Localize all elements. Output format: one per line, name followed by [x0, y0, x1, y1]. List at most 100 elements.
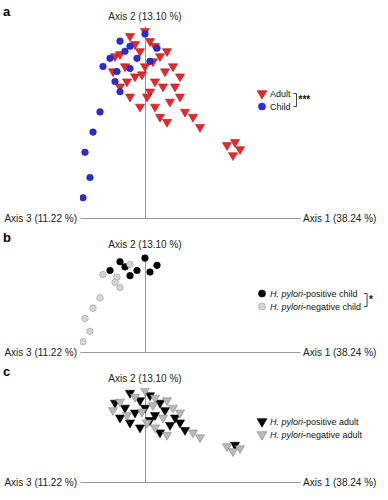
point: [108, 408, 117, 416]
point: [115, 415, 124, 423]
point: [134, 267, 141, 274]
point: [175, 94, 184, 102]
x-axis-line: [81, 482, 301, 483]
point: [165, 422, 174, 430]
panel: aAxis 2 (13.10 %)Axis 3 (11.22 %)Axis 1 …: [3, 4, 376, 224]
figure: aAxis 2 (13.10 %)Axis 3 (11.22 %)Axis 1 …: [0, 0, 388, 500]
point: [168, 64, 177, 72]
point: [150, 79, 159, 87]
point: [230, 140, 239, 148]
point: [188, 114, 197, 122]
legend-label: H. pylori-negative child: [270, 302, 361, 312]
point: [130, 410, 139, 418]
point: [140, 388, 149, 396]
point: [127, 272, 134, 279]
point: [117, 38, 124, 45]
point: [80, 338, 86, 345]
point: [150, 104, 159, 112]
point: [140, 64, 149, 72]
point: [112, 78, 119, 85]
point: [154, 45, 161, 52]
y-axis: [145, 27, 146, 219]
point: [80, 194, 86, 201]
point: [137, 409, 146, 417]
point: [97, 109, 104, 116]
point: [127, 65, 134, 72]
point: [235, 147, 244, 155]
point: [100, 271, 107, 278]
axis-label: Axis 2 (13.10 %): [108, 239, 181, 250]
point: [150, 425, 159, 433]
point: [90, 305, 97, 312]
y-axis: [145, 389, 146, 483]
point: [150, 395, 159, 403]
x-axis: [81, 482, 301, 483]
axis-label: Axis 1 (38.24 %): [303, 477, 376, 488]
point: [135, 104, 144, 112]
axis-label: Axis 3 (11.22 %): [4, 213, 77, 224]
legend: H. pylori-positive childH. pylori-negati…: [258, 289, 373, 312]
y-axis-line: [145, 389, 146, 483]
panel: cAxis 2 (13.10 %)Axis 3 (11.22 %)Axis 1 …: [3, 364, 376, 488]
point: [158, 415, 167, 423]
legend-swatch: [258, 103, 265, 110]
point: [137, 72, 146, 80]
axis-label: Axis 2 (13.10 %): [108, 373, 181, 384]
point: [135, 425, 144, 433]
point: [142, 420, 151, 428]
point: [228, 449, 237, 457]
point: [115, 399, 124, 407]
point: [162, 119, 171, 127]
legend-swatch: [257, 432, 267, 441]
significance-label: *: [369, 294, 373, 305]
point: [127, 43, 134, 50]
point: [122, 79, 131, 87]
point: [117, 88, 124, 95]
legend-swatch: [258, 303, 265, 310]
point: [147, 269, 154, 276]
panel: bAxis 2 (13.10 %)Axis 3 (11.22 %)Axis 1 …: [3, 230, 376, 358]
y-axis-line: [145, 255, 146, 353]
point: [142, 31, 149, 38]
point: [142, 94, 151, 102]
significance-bracket: [364, 294, 367, 307]
legend-swatch: [257, 419, 267, 428]
point: [142, 255, 149, 262]
point: [195, 124, 204, 132]
point: [107, 267, 114, 274]
point: [97, 295, 104, 302]
axis-label: Axis 2 (13.10 %): [108, 11, 181, 22]
point: [162, 49, 171, 57]
point: [235, 446, 244, 454]
point: [162, 432, 171, 440]
significance-label: ***: [299, 94, 311, 105]
y-axis: [145, 255, 146, 353]
axis-label: Axis 1 (38.24 %): [303, 213, 376, 224]
legend-label: H. pylori-negative adult: [270, 430, 363, 440]
point: [82, 315, 89, 322]
point: [160, 408, 169, 416]
point: [175, 410, 184, 418]
point: [112, 279, 119, 286]
point: [147, 58, 154, 65]
point: [180, 427, 189, 435]
points: [80, 255, 160, 345]
panel-letter: c: [3, 364, 10, 379]
point: [180, 109, 189, 117]
point: [150, 44, 159, 52]
point: [122, 48, 129, 55]
axis-label: Axis 3 (11.22 %): [4, 347, 77, 358]
point: [158, 84, 167, 92]
point: [90, 129, 97, 136]
y-axis-line: [145, 27, 146, 219]
panel-letter: b: [3, 230, 11, 245]
legend-label: Child: [270, 102, 291, 112]
point: [107, 55, 114, 62]
point: [114, 68, 121, 75]
point: [125, 420, 134, 428]
point: [170, 84, 179, 92]
point: [195, 435, 204, 443]
point: [130, 74, 139, 82]
x-axis: [81, 352, 301, 353]
legend: H. pylori-positive adultH. pylori-negati…: [257, 417, 362, 441]
